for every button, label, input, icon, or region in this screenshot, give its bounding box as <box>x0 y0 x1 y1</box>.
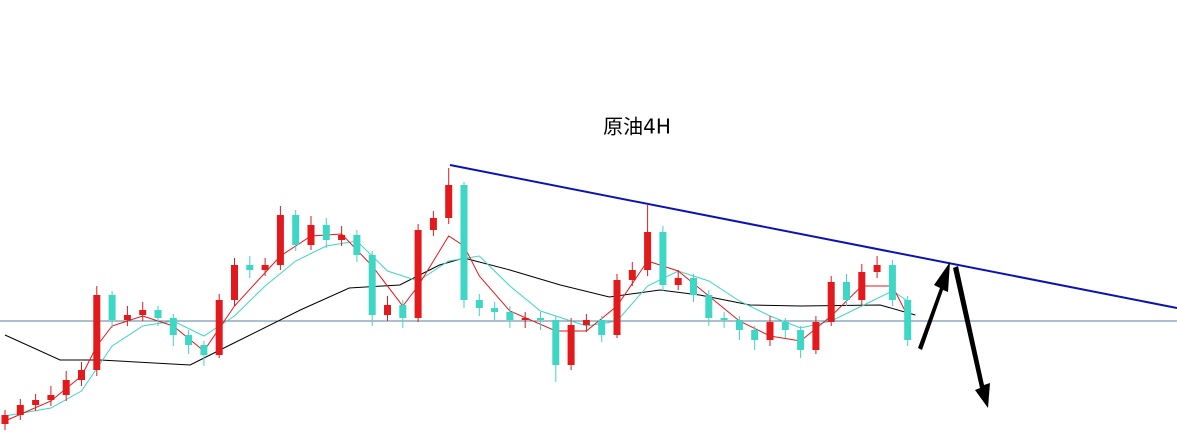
candle-body <box>292 215 300 245</box>
candle-body <box>78 370 85 380</box>
candle-body <box>307 225 315 245</box>
candle-body <box>460 185 468 300</box>
candle-body <box>62 380 70 395</box>
candle-body <box>123 315 131 320</box>
candle-body <box>659 232 667 285</box>
candle-body <box>628 270 636 280</box>
candle-body <box>414 230 422 318</box>
candle-body <box>215 300 223 355</box>
candle-body <box>506 312 514 320</box>
candle-body <box>735 320 743 330</box>
candle-body <box>552 320 560 365</box>
up-arrow <box>918 262 950 350</box>
candle-body <box>399 305 407 318</box>
candle-body <box>429 218 437 230</box>
moving-average <box>4 233 909 422</box>
candle-body <box>384 305 391 315</box>
candle-body <box>231 265 238 300</box>
chart-title: 原油4H <box>603 115 671 139</box>
candle-body <box>368 255 376 315</box>
candle-body <box>108 295 116 320</box>
down-arrow <box>953 266 990 408</box>
candle-body <box>613 280 621 335</box>
candle-body <box>475 300 483 308</box>
candle-body <box>491 308 499 312</box>
candle-body <box>93 295 101 370</box>
candle-body <box>858 272 866 300</box>
candle-body <box>521 318 529 320</box>
candle-body <box>644 232 652 270</box>
candle-body <box>185 335 193 345</box>
candle-body <box>827 282 835 322</box>
candle-body <box>690 278 697 295</box>
candle-body <box>720 318 728 320</box>
candle-body <box>873 265 881 272</box>
trend-line <box>449 164 1177 309</box>
candle-body <box>353 235 361 255</box>
candle-body <box>751 330 759 340</box>
candle-body <box>598 320 606 335</box>
candle-body <box>781 322 789 330</box>
candle-body <box>766 322 774 340</box>
candle-body <box>47 395 55 400</box>
candle-body <box>322 225 330 240</box>
candle-body <box>200 345 208 355</box>
candle-body <box>139 310 147 315</box>
plot <box>1 168 916 430</box>
candle-body <box>812 322 820 350</box>
candle-body <box>32 400 40 405</box>
candle-body <box>261 265 269 270</box>
candle-body <box>904 300 912 340</box>
candle-body <box>674 278 682 285</box>
candle-body <box>276 215 284 265</box>
candle-body <box>246 265 254 270</box>
candle-body <box>797 330 805 350</box>
candle-body <box>567 325 575 365</box>
candle-body <box>1 415 9 424</box>
candle-body <box>338 235 346 240</box>
candle-body <box>888 265 896 300</box>
candle-body <box>169 318 177 335</box>
candle-body <box>445 185 453 218</box>
candle-body <box>843 282 850 300</box>
candle-body <box>537 318 544 320</box>
candle-body <box>16 405 24 415</box>
candle-body <box>154 310 162 318</box>
candle-body <box>582 320 590 325</box>
candle-body <box>705 295 713 318</box>
